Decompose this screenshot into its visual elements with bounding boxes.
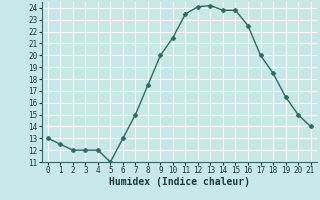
X-axis label: Humidex (Indice chaleur): Humidex (Indice chaleur) [109, 177, 250, 187]
